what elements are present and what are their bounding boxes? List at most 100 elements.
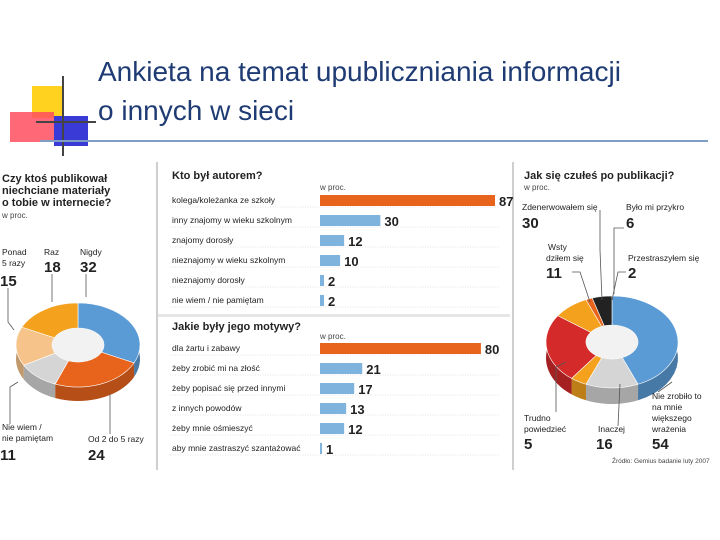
panel-divider-left	[156, 162, 158, 470]
motives-bar-3	[320, 403, 347, 414]
left-value-nigdy: 32	[80, 259, 97, 276]
motives-value-label-1: 21	[366, 362, 380, 377]
authors-value-label-2: 12	[348, 234, 362, 249]
right-label-zdenerwowalem: Zdenerwowałem się	[522, 202, 598, 212]
motives-value-label-3: 13	[350, 402, 364, 417]
authors-chart-title: Kto był autorem?	[172, 170, 263, 182]
motives-bar-0	[320, 343, 481, 354]
motives-category-label-3: z innych powodów	[172, 403, 242, 413]
authors-value-label-5: 2	[328, 294, 335, 309]
left-label-ponad-2: 5 razy	[2, 258, 26, 268]
motives-value-label-4: 12	[348, 422, 362, 437]
motives-category-label-0: dla żartu i zabawy	[172, 343, 241, 353]
authors-bar-2	[320, 235, 345, 246]
right-pie-slice-side-1	[585, 384, 639, 404]
right-pie	[545, 295, 679, 404]
right-leader-lines	[555, 210, 673, 427]
right-label-niezrobilo-1: Nie zrobiło to	[652, 391, 702, 401]
authors-category-label-1: inny znajomy w wieku szkolnym	[172, 215, 292, 225]
left-pie-slice-side-2	[23, 365, 56, 399]
right-label-trudno-1: Trudno	[524, 413, 551, 423]
authors-category-label-3: nieznajomy w wieku szkolnym	[172, 255, 285, 265]
right-label-wstydzilem-1: Wsty	[548, 242, 568, 252]
left-pie-donut-hole	[52, 328, 104, 362]
right-value-przestraszylem: 2	[628, 265, 636, 282]
infographic: Czy ktoś publikował niechciane materiały…	[0, 162, 710, 470]
motives-bar-4	[320, 423, 345, 434]
left-leader-lines	[7, 274, 111, 434]
deco-vertical-line	[62, 76, 64, 156]
slide-title: Ankieta na temat upubliczniania informac…	[98, 52, 708, 130]
motives-value-label-0: 80	[485, 342, 499, 357]
deco-red-square	[10, 112, 54, 142]
right-label-przestraszylem: Przestraszyłem się	[628, 253, 700, 263]
authors-value-label-1: 30	[384, 214, 398, 229]
authors-category-label-5: nie wiem / nie pamiętam	[172, 295, 264, 305]
authors-bar-3	[320, 255, 341, 266]
right-pie-slice-side-2	[571, 378, 586, 401]
authors-bar-4	[320, 275, 325, 286]
motives-bar-2	[320, 383, 355, 394]
authors-bar-0	[320, 195, 495, 206]
authors-value-label-4: 2	[328, 274, 335, 289]
right-label-niezrobilo-2: na mnie	[652, 402, 683, 412]
source-note: Źródło: Gemius badanie luty 2007	[612, 456, 710, 465]
authors-category-label-4: nieznajomy dorosły	[172, 275, 246, 285]
left-chart-title-3: o tobie w internecie?	[2, 197, 112, 209]
left-label-raz: Raz	[44, 247, 59, 257]
authors-bar-1	[320, 215, 381, 226]
right-label-niezrobilo-3: większego	[651, 413, 692, 423]
right-label-trudno-2: powiedzieć	[524, 424, 567, 434]
authors-bar-5	[320, 295, 325, 306]
authors-chart-unit: w proc.	[319, 183, 346, 192]
right-value-zdenerwowalem: 30	[522, 215, 539, 232]
motives-bar-5	[320, 443, 323, 454]
motives-category-label-1: żeby zrobić mi na złość	[172, 363, 261, 373]
motives-value-label-5: 1	[326, 442, 333, 457]
right-value-niezrobilo: 54	[652, 436, 669, 453]
motives-value-label-2: 17	[358, 382, 372, 397]
right-value-wstydzilem: 11	[546, 265, 562, 282]
authors-value-label-3: 10	[344, 254, 358, 269]
motives-chart-title: Jakie były jego motywy?	[172, 321, 301, 333]
right-chart-title: Jak się czułeś po publikacji?	[524, 170, 675, 182]
panel-divider-right	[512, 162, 514, 470]
motives-bars: dla żartu i zabawy 80 żeby zrobić mi na zł…	[170, 342, 500, 457]
motives-header-band	[158, 314, 510, 317]
title-underline	[40, 140, 708, 142]
left-label-nigdy: Nigdy	[80, 247, 102, 257]
authors-category-label-0: kolega/koleżanka ze szkoły	[172, 195, 276, 205]
left-label-od2do5: Od 2 do 5 razy	[88, 434, 145, 444]
left-value-od2do5: 24	[88, 447, 105, 464]
right-label-wstydzilem-2: dziłem się	[546, 253, 584, 263]
left-pie	[15, 302, 141, 401]
left-chart-unit: w proc.	[1, 211, 28, 220]
deco-horizontal-line	[36, 121, 96, 123]
left-value-raz: 18	[44, 259, 61, 276]
left-pie-slice-side-1	[55, 362, 135, 401]
motives-category-label-5: aby mnie zastraszyć szantażować	[172, 443, 301, 453]
authors-value-label-0: 87	[499, 194, 513, 209]
motives-category-label-4: żeby mnie ośmieszyć	[172, 423, 254, 433]
left-chart-title-2: niechciane materiały	[2, 185, 111, 197]
slide-title-line-2: o innych w sieci	[98, 95, 295, 126]
right-label-inaczej: Inaczej	[598, 424, 625, 434]
right-value-przykro: 6	[626, 215, 634, 232]
right-pie-donut-hole	[586, 325, 638, 359]
right-value-inaczej: 16	[596, 436, 613, 453]
left-label-niewiem-1: Nie wiem /	[2, 422, 42, 432]
left-label-ponad-1: Ponad	[2, 247, 27, 257]
right-label-przykro: Było mi przykro	[626, 202, 684, 212]
left-value-niewiem: 11	[0, 447, 16, 464]
left-label-niewiem-2: nie pamiętam	[2, 433, 53, 443]
slide-title-line-1: Ankieta na temat upubliczniania informac…	[98, 56, 621, 87]
left-chart-title-1: Czy ktoś publikował	[2, 173, 107, 185]
motives-chart-unit: w proc.	[319, 332, 346, 341]
authors-bars: kolega/koleżanka ze szkoły 87 inny znajomy…	[170, 194, 513, 309]
motives-category-label-2: żeby popisać się przed innymi	[172, 383, 286, 393]
right-value-trudno: 5	[524, 436, 532, 453]
authors-category-label-2: znajomy dorosły	[172, 235, 234, 245]
left-value-ponad: 15	[0, 273, 17, 290]
right-chart-unit: w proc.	[523, 183, 550, 192]
motives-bar-1	[320, 363, 363, 374]
